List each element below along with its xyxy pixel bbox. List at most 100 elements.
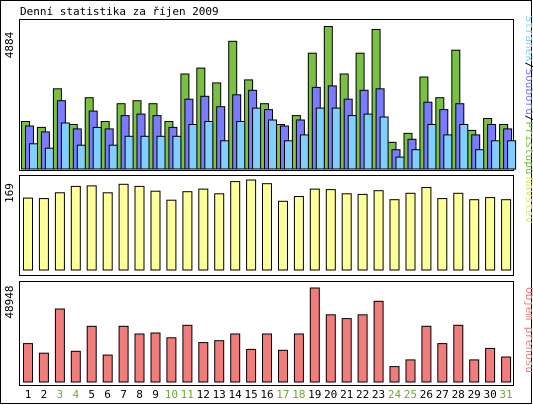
day-label-31: 31 xyxy=(499,388,512,401)
day-label-10: 10 xyxy=(165,388,178,401)
bar-visits-day-12 xyxy=(198,188,209,271)
day-label-16: 16 xyxy=(260,388,273,401)
bar-stránek-day-20 xyxy=(331,107,341,170)
volume-series-label: Objem přenosu xyxy=(523,287,533,373)
volume-panel: 48948 Objem přenosu xyxy=(3,281,533,386)
bar-visits-day-21 xyxy=(341,193,352,271)
bar-stránek-day-22 xyxy=(363,113,373,170)
bar-volume-day-18 xyxy=(293,333,304,383)
bar-volume-day-19 xyxy=(309,287,320,383)
bar-stránek-day-6 xyxy=(108,144,118,170)
day-label-8: 8 xyxy=(136,388,143,401)
bar-visits-day-24 xyxy=(389,199,400,271)
bar-volume-day-1 xyxy=(23,343,33,383)
day-label-23: 23 xyxy=(372,388,385,401)
day-label-12: 12 xyxy=(197,388,210,401)
visits-series-label: Návštěv xyxy=(523,177,533,224)
volume-bars xyxy=(23,287,512,383)
bar-stránek-day-24 xyxy=(395,156,405,170)
bar-visits-day-31 xyxy=(501,199,512,271)
bar-visits-day-20 xyxy=(325,189,336,271)
bar-volume-day-12 xyxy=(198,342,209,383)
bar-volume-day-3 xyxy=(54,308,65,383)
bar-stránek-day-13 xyxy=(220,140,230,170)
bar-stránek-day-14 xyxy=(236,121,246,170)
day-label-24: 24 xyxy=(388,388,402,401)
day-label-30: 30 xyxy=(483,388,496,401)
bar-volume-day-29 xyxy=(469,359,480,383)
visits-panel: 169 Návštěv xyxy=(3,175,533,276)
bar-volume-day-25 xyxy=(405,359,416,383)
bar-stránek-day-30 xyxy=(491,140,501,170)
bar-stránek-day-7 xyxy=(124,135,134,170)
bar-volume-day-2 xyxy=(38,352,49,383)
bar-visits-day-27 xyxy=(437,198,448,271)
bar-volume-day-10 xyxy=(166,337,177,383)
bar-volume-day-20 xyxy=(325,314,336,383)
volume-panel-frame xyxy=(19,281,514,386)
bar-stránek-day-3 xyxy=(60,122,70,170)
bar-volume-day-5 xyxy=(86,325,97,383)
day-label-17: 17 xyxy=(276,388,289,401)
visits-ymax-label: 169 xyxy=(3,183,16,203)
bar-stránek-day-25 xyxy=(411,149,421,170)
day-label-27: 27 xyxy=(436,388,449,401)
day-label-4: 4 xyxy=(72,388,79,401)
day-label-5: 5 xyxy=(88,388,95,401)
bar-volume-day-13 xyxy=(214,340,225,383)
bar-volume-day-30 xyxy=(485,347,496,383)
bar-visits-day-2 xyxy=(38,198,49,271)
day-label-20: 20 xyxy=(324,388,337,401)
bar-visits-day-28 xyxy=(453,192,464,271)
day-label-14: 14 xyxy=(228,388,242,401)
bar-visits-day-1 xyxy=(23,197,33,271)
bar-visits-day-3 xyxy=(54,192,65,271)
bar-volume-day-15 xyxy=(246,348,257,383)
bar-visits-day-10 xyxy=(166,199,177,271)
bar-visits-day-7 xyxy=(118,183,129,271)
bar-visits-day-16 xyxy=(262,183,272,271)
bar-volume-day-8 xyxy=(134,333,145,383)
chart-title: Denní statistika za říjen 2009 xyxy=(20,5,219,18)
bar-volume-day-6 xyxy=(102,354,113,383)
bar-visits-day-13 xyxy=(214,193,225,271)
day-label-9: 9 xyxy=(152,388,159,401)
bar-stránek-day-1 xyxy=(29,143,38,170)
bar-stránek-day-23 xyxy=(379,116,389,170)
bar-volume-day-23 xyxy=(373,300,384,383)
day-label-13: 13 xyxy=(213,388,226,401)
bar-volume-day-26 xyxy=(421,325,432,383)
day-label-1: 1 xyxy=(25,388,32,401)
bar-visits-day-4 xyxy=(70,185,81,271)
visits-panel-frame xyxy=(19,175,514,276)
bar-volume-day-4 xyxy=(70,350,81,383)
bar-visits-day-25 xyxy=(405,192,416,271)
bar-stránek-day-12 xyxy=(204,121,214,170)
day-label-28: 28 xyxy=(452,388,465,401)
bar-volume-day-28 xyxy=(453,324,464,383)
day-labels: 1 2 3 4 5 6 7 8 9 10 11 12 13 14 15 16 17 18 19 20 21 22 23 24 2… xyxy=(25,388,513,401)
bar-visits-day-6 xyxy=(102,192,113,271)
hits-label: Přístupů xyxy=(523,121,533,174)
day-label-15: 15 xyxy=(244,388,257,401)
bar-stránek-day-11 xyxy=(188,124,198,170)
bar-visits-day-9 xyxy=(150,190,161,271)
bar-visits-day-23 xyxy=(373,190,384,271)
day-label-26: 26 xyxy=(420,388,433,401)
bar-volume-day-22 xyxy=(357,314,368,383)
visits-bars xyxy=(23,179,512,271)
bar-stránek-day-5 xyxy=(92,126,102,170)
bar-visits-day-17 xyxy=(278,200,288,271)
bar-visits-day-29 xyxy=(469,199,480,271)
bar-volume-day-31 xyxy=(501,356,512,383)
bar-volume-day-21 xyxy=(341,318,352,383)
day-label-2: 2 xyxy=(41,388,48,401)
label-slash-1: / xyxy=(523,62,533,69)
bar-visits-day-14 xyxy=(230,181,241,271)
day-label-7: 7 xyxy=(120,388,127,401)
bar-volume-day-27 xyxy=(437,343,448,383)
day-label-25: 25 xyxy=(404,388,417,401)
bar-stránek-day-18 xyxy=(299,134,309,170)
day-label-18: 18 xyxy=(292,388,305,401)
